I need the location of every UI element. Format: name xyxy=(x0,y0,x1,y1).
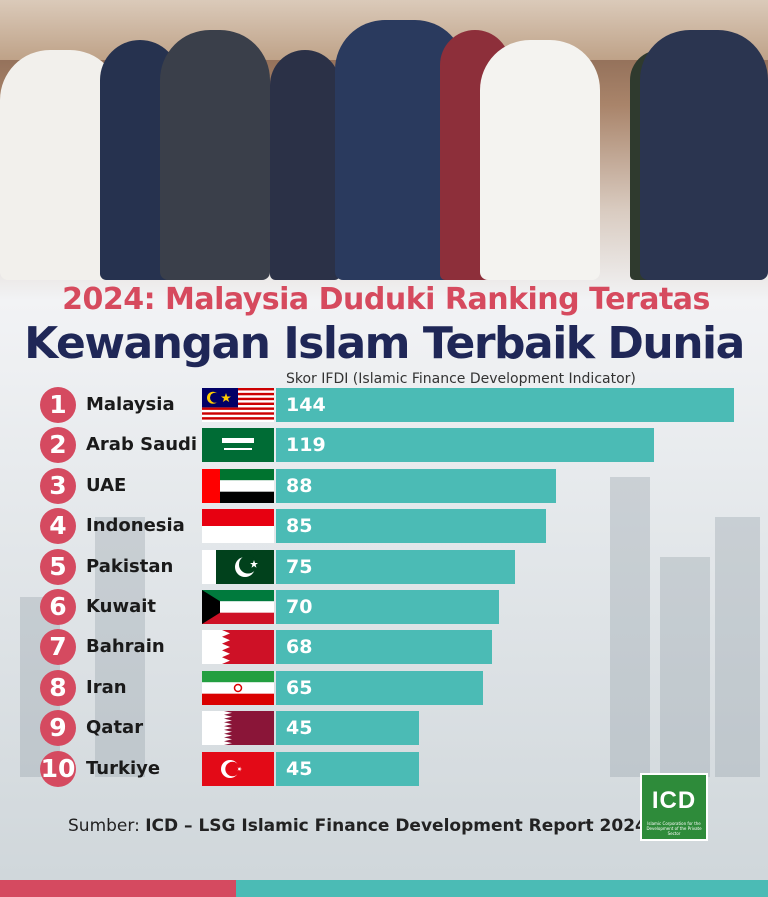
chart-row: 119 2 Arab Saudi xyxy=(0,426,768,464)
country-label: Malaysia xyxy=(86,394,175,415)
bar-value-label: 119 xyxy=(286,434,326,457)
malaysia-flag-icon xyxy=(202,388,274,422)
chart-row: 75 5 Pakistan xyxy=(0,548,768,586)
bahrain-flag-icon xyxy=(202,630,274,665)
photo-person xyxy=(480,40,600,280)
rank-badge: 9 xyxy=(40,710,76,747)
uae-flag-icon xyxy=(202,468,274,503)
country-label: Arab Saudi xyxy=(86,434,198,456)
rank-badge: 8 xyxy=(40,669,76,706)
rank-badge: 7 xyxy=(40,629,76,666)
bar-value-label: 68 xyxy=(286,636,313,659)
chart-row: 45 9 Qatar xyxy=(0,709,768,747)
headline-line2: Kewangan Islam Terbaik Dunia xyxy=(24,318,745,369)
country-label: Kuwait xyxy=(86,596,156,617)
source-text: ICD – LSG Islamic Finance Development Re… xyxy=(145,816,647,836)
chart-row: 65 8 Iran xyxy=(0,669,768,707)
city-tower xyxy=(715,517,760,777)
qatar-flag-icon xyxy=(202,711,274,746)
chart-row: 88 3 UAE xyxy=(0,467,768,505)
country-label: Indonesia xyxy=(86,515,185,537)
rank-badge: 4 xyxy=(40,508,76,545)
chart-row: 85 4 Indonesia xyxy=(0,507,768,545)
bar-value-label: 45 xyxy=(286,717,313,740)
rank-badge: 5 xyxy=(40,548,76,585)
turkiye-flag-icon xyxy=(202,751,274,786)
chart-row: 68 7 Bahrain xyxy=(0,628,768,666)
iran-flag-icon xyxy=(202,670,274,705)
country-label: Qatar xyxy=(86,717,144,739)
rank-badge: 6 xyxy=(40,589,76,625)
bar-value-label: 70 xyxy=(286,596,313,618)
country-label: UAE xyxy=(86,474,127,496)
chart-bar xyxy=(276,630,492,665)
chart-bar xyxy=(276,388,734,422)
bar-value-label: 144 xyxy=(286,394,326,416)
logo-mark: ICD xyxy=(651,787,697,814)
bar-value-label: 75 xyxy=(286,555,313,578)
city-tower xyxy=(610,477,650,777)
chart-bar xyxy=(276,468,556,503)
saudi-arabia-flag-icon xyxy=(202,428,274,463)
source-prefix: Sumber: xyxy=(68,816,146,836)
kuwait-flag-icon xyxy=(202,590,274,624)
value-axis-label: Skor IFDI (Islamic Finance Development I… xyxy=(286,371,636,387)
chart-bar xyxy=(276,751,419,786)
chart-bar xyxy=(276,428,654,463)
chart-row: 45 10 Turkiye xyxy=(0,750,768,788)
footer-stripe-red xyxy=(0,880,236,897)
logo-subtext: Islamic Corporation for the Development … xyxy=(646,821,702,836)
country-label: Turkiye xyxy=(86,757,161,779)
chart-bar xyxy=(276,549,515,584)
photo-person xyxy=(160,30,270,280)
bar-value-label: 88 xyxy=(286,474,313,497)
chart-row: 144 1 Malaysia xyxy=(0,386,768,424)
source-citation: Sumber: ICD – LSG Islamic Finance Develo… xyxy=(68,816,647,836)
country-label: Pakistan xyxy=(86,555,174,577)
rank-badge: 3 xyxy=(40,467,76,504)
country-label: Bahrain xyxy=(86,636,165,658)
city-tower xyxy=(95,517,145,777)
rank-badge: 2 xyxy=(40,427,76,464)
rank-badge: 1 xyxy=(40,387,76,423)
city-tower xyxy=(660,557,710,777)
indonesia-flag-icon xyxy=(202,509,274,544)
headline-line1: 2024: Malaysia Duduki Ranking Teratas xyxy=(62,282,710,317)
chart-bar xyxy=(276,590,499,624)
chart-bar xyxy=(276,711,419,746)
photo-person xyxy=(640,30,768,280)
chart-row: 70 6 Kuwait xyxy=(0,588,768,626)
chart-bar xyxy=(276,670,483,705)
country-label: Iran xyxy=(86,676,127,698)
icd-logo: ICD Islamic Corporation for the Developm… xyxy=(640,773,708,841)
pakistan-flag-icon xyxy=(202,549,274,584)
chart-bar xyxy=(276,509,546,544)
bar-value-label: 65 xyxy=(286,676,313,699)
bar-value-label: 85 xyxy=(286,515,313,538)
rank-badge: 10 xyxy=(40,750,76,787)
header-photo xyxy=(0,0,768,300)
footer-stripe-teal xyxy=(236,880,768,897)
bar-value-label: 45 xyxy=(286,757,313,780)
photo-person xyxy=(270,50,340,280)
